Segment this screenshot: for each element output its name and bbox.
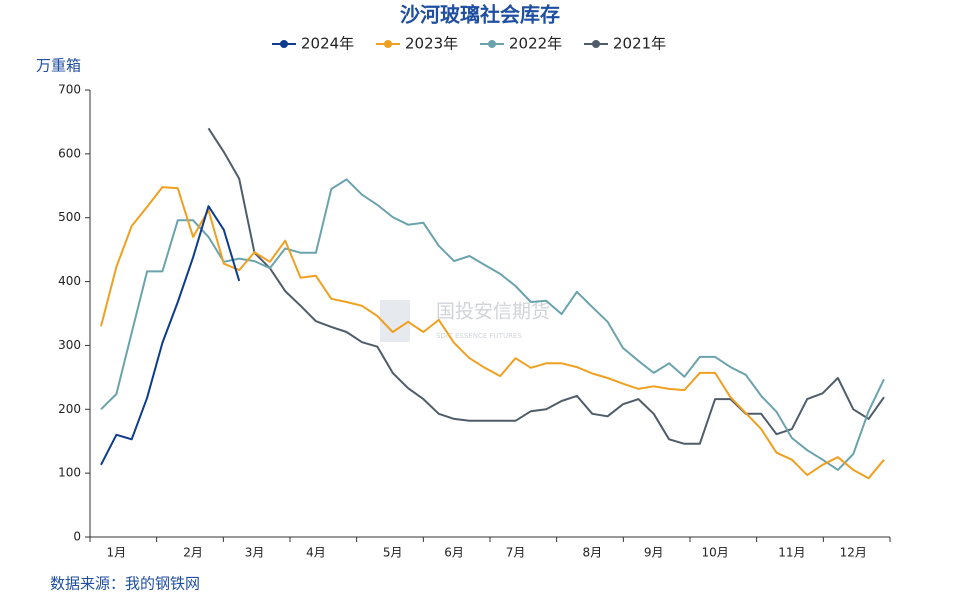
x-tick-label: 12月 bbox=[840, 546, 867, 560]
y-tick-label: 600 bbox=[58, 146, 81, 160]
legend-label: 2024年 bbox=[301, 35, 354, 53]
x-tick-label: 4月 bbox=[306, 546, 326, 560]
y-axis-label: 万重箱 bbox=[36, 57, 81, 75]
watermark-sub: SDIC ESSENCE FUTURES bbox=[436, 332, 522, 340]
y-tick-label: 500 bbox=[58, 210, 81, 224]
y-tick-label: 200 bbox=[58, 402, 81, 416]
x-tick-label: 7月 bbox=[506, 546, 526, 560]
legend-dot bbox=[280, 40, 288, 48]
x-tick-label: 5月 bbox=[383, 546, 403, 560]
legend-label: 2021年 bbox=[613, 35, 666, 53]
legend-label: 2022年 bbox=[509, 35, 562, 53]
y-tick-label: 700 bbox=[58, 83, 81, 97]
series-line bbox=[100, 178, 885, 471]
y-tick-label: 300 bbox=[58, 338, 81, 352]
y-tick-label: 100 bbox=[58, 466, 81, 480]
y-tick-label: 0 bbox=[73, 530, 81, 544]
watermark: 国投安信期货 bbox=[436, 301, 550, 323]
x-tick-label: 1月 bbox=[107, 546, 127, 560]
x-tick-label: 10月 bbox=[701, 546, 728, 560]
x-tick-label: 11月 bbox=[778, 546, 805, 560]
chart-title: 沙河玻璃社会库存 bbox=[400, 3, 560, 27]
x-tick-label: 8月 bbox=[582, 546, 602, 560]
watermark-logo bbox=[380, 300, 410, 342]
legend-label: 2023年 bbox=[405, 35, 458, 53]
x-tick-label: 2月 bbox=[183, 546, 203, 560]
x-tick-label: 6月 bbox=[444, 546, 464, 560]
legend-dot bbox=[384, 40, 392, 48]
x-tick-label: 3月 bbox=[245, 546, 265, 560]
x-tick-label: 9月 bbox=[644, 546, 664, 560]
series-line bbox=[100, 186, 885, 480]
series-line bbox=[100, 205, 241, 466]
legend-dot bbox=[592, 40, 600, 48]
y-tick-label: 400 bbox=[58, 274, 81, 288]
legend-dot bbox=[488, 40, 496, 48]
source: 数据来源：我的钢铁网 bbox=[50, 575, 200, 593]
series-line bbox=[207, 127, 885, 445]
